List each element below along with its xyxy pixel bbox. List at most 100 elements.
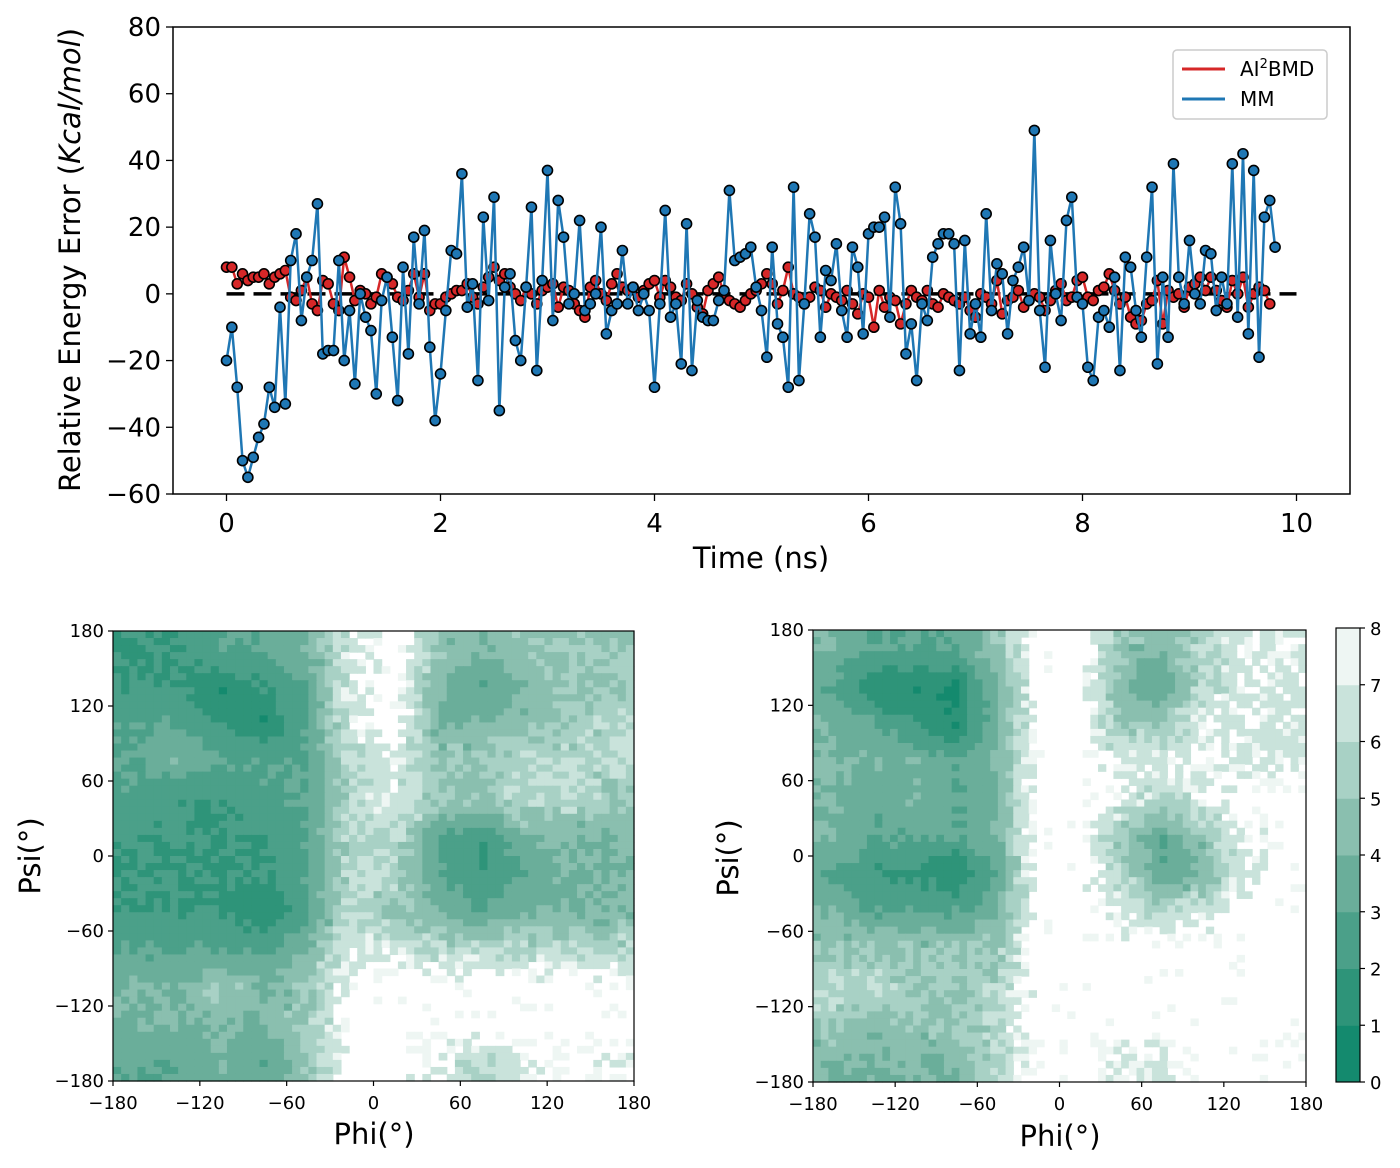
- heatmap-cell: [267, 813, 277, 822]
- heatmap-cell: [1121, 679, 1130, 688]
- heatmap-cell: [113, 792, 122, 801]
- heatmap-cell: [422, 673, 432, 681]
- heatmap-cell: [1144, 672, 1153, 681]
- heatmap-cell: [1105, 714, 1115, 723]
- data-point-mm: [236, 454, 249, 467]
- heatmap-cell: [495, 778, 505, 787]
- heatmap-cell: [300, 736, 309, 745]
- heatmap-cell: [471, 891, 480, 899]
- heatmap-cell: [365, 863, 375, 871]
- heatmap-cell: [495, 785, 505, 794]
- heatmap-cell: [300, 708, 309, 716]
- heatmap-cell: [324, 778, 334, 787]
- heatmap-cell: [836, 686, 845, 695]
- heatmap-cell: [243, 841, 252, 850]
- heatmap-cell: [866, 651, 876, 659]
- heatmap-cell: [552, 919, 562, 927]
- heatmap-cell: [1090, 707, 1099, 716]
- heatmap-cell: [982, 700, 991, 709]
- heatmap-cell: [552, 757, 562, 766]
- heatmap-cell: [438, 820, 448, 829]
- heatmap-cell: [487, 729, 497, 738]
- heatmap-cell: [536, 940, 546, 949]
- heatmap-cell: [913, 714, 922, 723]
- heatmap-cell: [1136, 693, 1145, 702]
- heatmap-cell: [967, 651, 976, 659]
- heatmap-cell: [1020, 630, 1030, 638]
- heatmap-cell: [463, 968, 472, 977]
- heatmap-cell: [528, 877, 537, 885]
- heatmap-cell: [210, 743, 220, 752]
- data-point-ai2bmd: [664, 281, 677, 293]
- heatmap-cell: [438, 933, 448, 941]
- heatmap-cell: [617, 792, 627, 801]
- heatmap-cell: [178, 1031, 187, 1040]
- heatmap-cell: [463, 764, 472, 773]
- heatmap-cell: [1182, 658, 1192, 666]
- heatmap-cell: [194, 771, 204, 780]
- y-tick-label: 0: [93, 846, 104, 867]
- heatmap-cell: [1205, 644, 1215, 652]
- heatmap-cell: [471, 1066, 480, 1075]
- heatmap-cell: [308, 877, 318, 885]
- heatmap-cell: [463, 1066, 472, 1075]
- heatmap-cell: [430, 694, 440, 702]
- heatmap-cell: [422, 722, 432, 731]
- heatmap-cell: [373, 905, 383, 913]
- heatmap-cell: [194, 694, 204, 702]
- heatmap-cell: [1236, 658, 1245, 666]
- heatmap-cell: [1105, 728, 1115, 737]
- heatmap-cell: [414, 827, 423, 836]
- heatmap-cell: [463, 1073, 472, 1082]
- heatmap-cell: [495, 968, 505, 977]
- heatmap-cell: [169, 771, 179, 780]
- heatmap-cell: [137, 1073, 147, 1082]
- heatmap-cell: [609, 645, 619, 653]
- heatmap-cell: [235, 708, 244, 716]
- axes-frame: [172, 26, 1351, 495]
- heatmap-cell: [210, 1017, 220, 1026]
- heatmap-cell: [121, 722, 130, 731]
- heatmap-cell: [1090, 665, 1099, 673]
- heatmap-cell: [210, 1031, 220, 1040]
- heatmap-cell: [471, 743, 480, 752]
- heatmap-cell: [292, 1066, 301, 1075]
- heatmap-cell: [178, 743, 187, 752]
- heatmap-cell: [1013, 665, 1022, 673]
- heatmap-cell: [601, 827, 611, 836]
- heatmap-cell: [536, 673, 546, 681]
- data-point-mm: [354, 288, 367, 300]
- heatmap-cell: [520, 659, 529, 667]
- heatmap-cell: [560, 750, 570, 759]
- heatmap-cell: [495, 638, 505, 646]
- heatmap-cell: [283, 863, 293, 871]
- heatmap-cell: [997, 707, 1007, 716]
- heatmap-cell: [905, 665, 914, 673]
- heatmap-cell: [487, 771, 497, 780]
- heatmap-cell: [438, 750, 448, 759]
- heatmap-cell: [536, 729, 546, 738]
- heatmap-cell: [617, 905, 627, 913]
- heatmap-cell: [552, 785, 562, 794]
- heatmap-cell: [300, 1045, 309, 1054]
- data-point-mm: [252, 431, 265, 444]
- heatmap-cell: [186, 806, 196, 815]
- heatmap-cell: [210, 996, 220, 1005]
- heatmap-cell: [300, 743, 309, 752]
- heatmap-cell: [836, 672, 845, 681]
- heatmap-cell: [243, 891, 252, 899]
- heatmap-cell: [609, 940, 619, 949]
- heatmap-cell: [324, 1059, 334, 1068]
- heatmap-cell: [625, 947, 635, 956]
- heatmap-cell: [283, 806, 293, 815]
- heatmap-cell: [617, 743, 627, 752]
- heatmap-cell: [609, 848, 619, 857]
- heatmap-cell: [471, 764, 480, 773]
- heatmap-cell: [487, 638, 497, 646]
- heatmap-cell: [300, 884, 309, 892]
- heatmap-cell: [454, 856, 464, 864]
- heatmap-cell: [406, 898, 415, 906]
- heatmap-cell: [1136, 750, 1145, 758]
- heatmap-cell: [145, 799, 155, 808]
